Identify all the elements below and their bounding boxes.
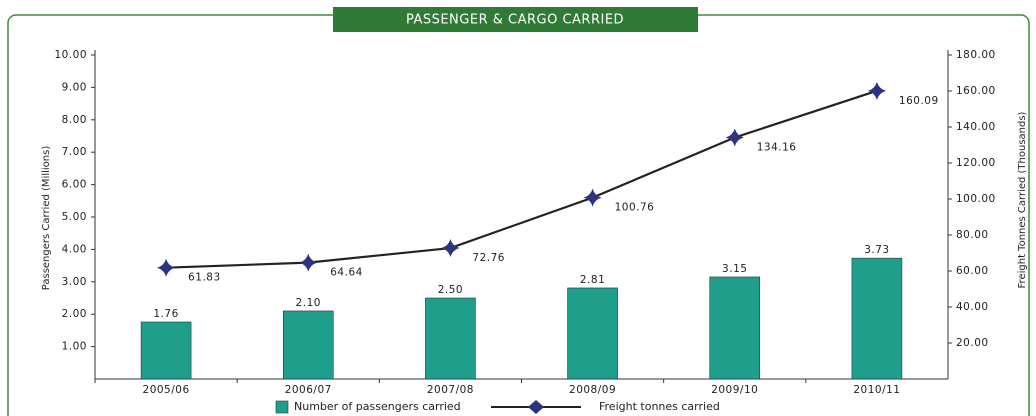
y2-tick-label: 100.00 (956, 193, 996, 205)
marker (725, 128, 744, 147)
y-tick-label: 6.00 (62, 179, 87, 191)
line-value-label: 64.64 (330, 267, 363, 279)
y2-tick-label: 20.00 (956, 337, 989, 349)
y-tick-label: 7.00 (62, 146, 87, 158)
chart-title: PASSENGER & CARGO CARRIED (406, 13, 624, 28)
y-tick-label: 5.00 (62, 211, 87, 223)
y-tick-label: 3.00 (62, 276, 87, 288)
legend-marker (528, 400, 544, 414)
bar (282, 310, 334, 380)
y2-tick-label: 80.00 (956, 229, 989, 241)
y2-tick-label: 60.00 (956, 265, 989, 277)
y-tick-label: 8.00 (62, 114, 87, 126)
marker (299, 253, 318, 272)
x-tick-label: 2006/07 (285, 384, 332, 396)
bar (567, 287, 618, 380)
line-value-label: 72.76 (472, 252, 505, 264)
legend-swatch (275, 400, 289, 414)
x-tick-label: 2005/06 (143, 384, 190, 396)
y-tick-label: 2.00 (62, 308, 87, 320)
x-tick-label: 2008/09 (569, 384, 616, 396)
bar-value-label: 2.50 (438, 284, 463, 296)
bar-value-label: 2.81 (580, 274, 605, 286)
legend-label: Freight tonnes carried (599, 400, 720, 413)
y2-tick-label: 140.00 (956, 121, 996, 133)
y2-tick-label: 40.00 (956, 301, 989, 313)
marker (441, 239, 460, 258)
bar-value-label: 1.76 (153, 308, 178, 320)
marker (583, 188, 602, 207)
bar-value-label: 2.10 (296, 297, 321, 309)
x-tick-label: 2009/10 (711, 384, 758, 396)
bar (425, 297, 476, 380)
marker (867, 81, 886, 100)
y2-tick-label: 120.00 (956, 157, 996, 169)
marker (157, 258, 176, 277)
y-tick-label: 4.00 (62, 243, 87, 255)
line-value-label: 100.76 (615, 202, 655, 214)
y2-tick-label: 180.00 (956, 49, 996, 61)
y-tick-label: 9.00 (62, 81, 87, 93)
y-tick-label: 1.00 (62, 341, 87, 353)
y2-tick-label: 160.00 (956, 85, 996, 97)
y-tick-label: 10.00 (54, 49, 87, 61)
bar (851, 257, 903, 380)
x-tick-label: 2010/11 (853, 384, 900, 396)
y2-axis-title: Freight Tonnes Carried (Thousands) (1017, 111, 1028, 288)
bar-value-label: 3.73 (864, 244, 889, 256)
line-value-label: 134.16 (757, 142, 797, 154)
line (166, 89, 878, 269)
bar-value-label: 3.15 (722, 263, 747, 275)
bar (709, 276, 761, 380)
y-axis-title: Passengers Carried (Millions) (41, 146, 52, 291)
x-tick-label: 2007/08 (427, 384, 474, 396)
title-banner (333, 7, 698, 32)
line-value-label: 61.83 (188, 272, 221, 284)
legend-label: Number of passengers carried (294, 400, 461, 413)
line-value-label: 160.09 (899, 95, 939, 107)
bar (140, 321, 192, 380)
